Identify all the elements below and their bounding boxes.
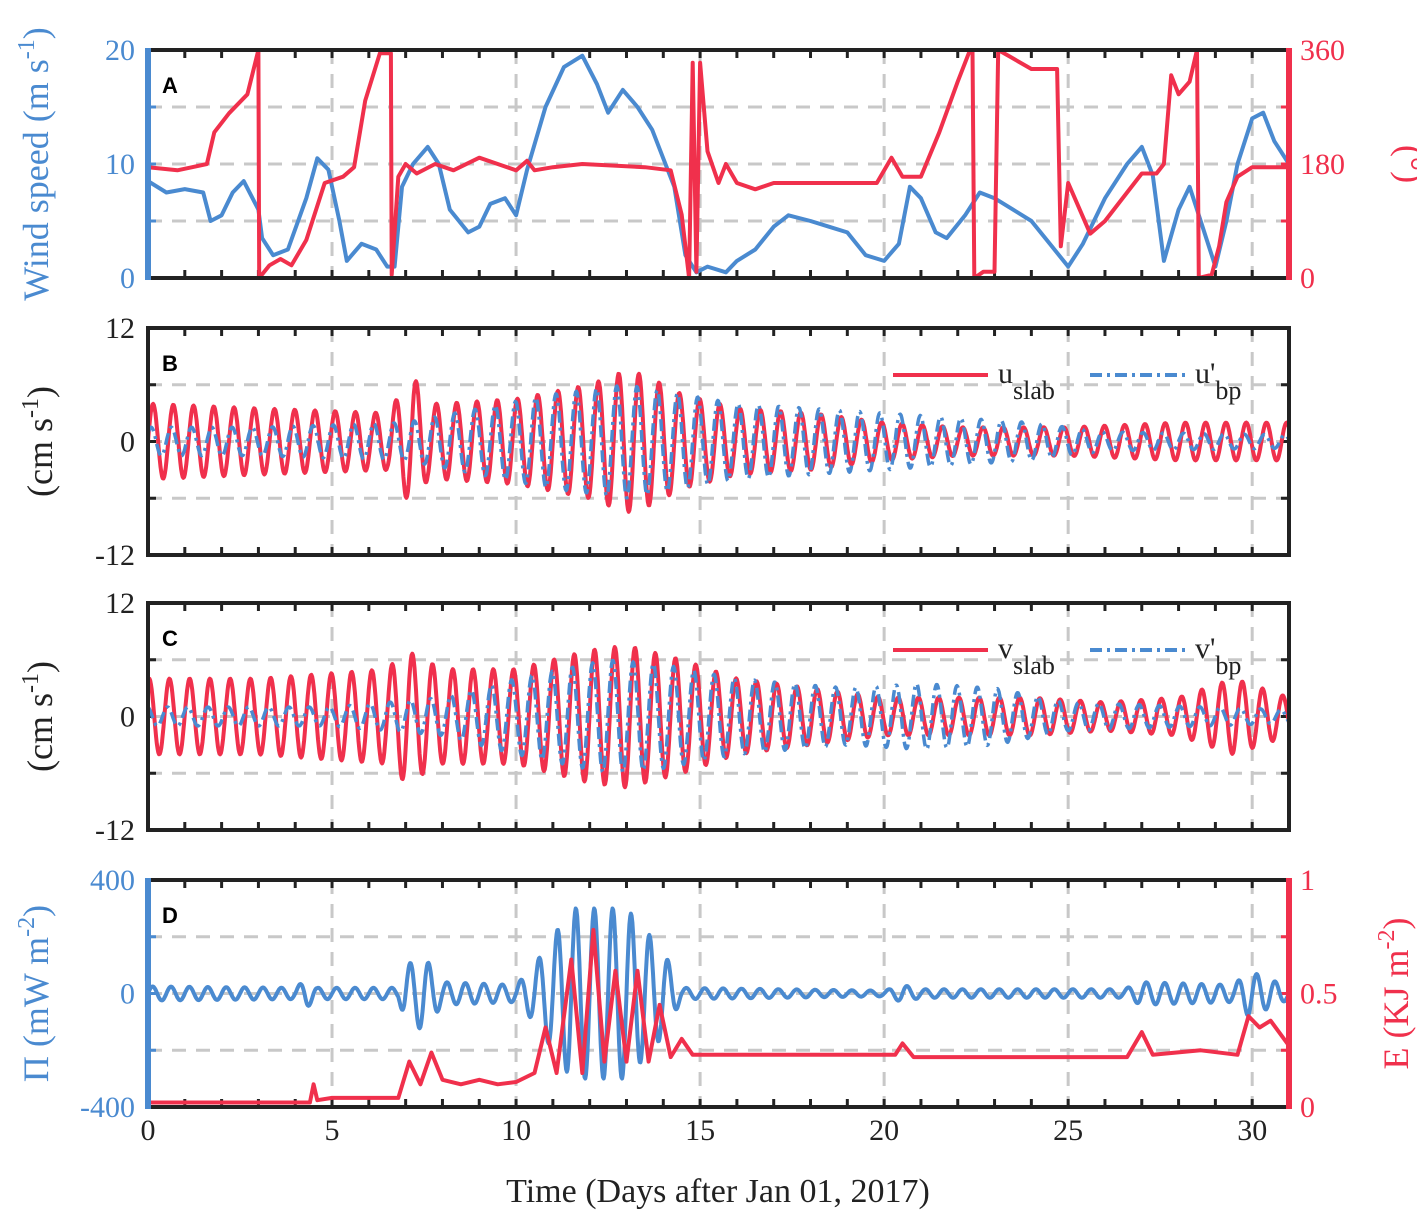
y-axis-label-left-main: Π (mW m: [16, 937, 56, 1082]
legend-sub: bp: [1215, 376, 1241, 405]
y-axis-label-left-close: ): [16, 27, 56, 39]
y-tick-label-right: 0.5: [1300, 978, 1338, 1011]
x-tick-label: 25: [1053, 1114, 1083, 1147]
panel-label: C: [162, 626, 178, 651]
y-axis-label-left-sup: -2: [14, 917, 40, 937]
y-axis-label-right: E (KJ m-2): [1374, 918, 1416, 1070]
y-tick-label: 0: [120, 978, 135, 1011]
series-line-Windspeed: [148, 53, 1289, 275]
y-axis-label-right-sup: -2: [1374, 930, 1400, 950]
y-axis-label-right: (°): [1390, 145, 1417, 183]
panel-B: uslab u'bp: [146, 326, 1291, 557]
y-tick-label: 0: [120, 426, 135, 459]
y-tick-label: 0: [120, 701, 135, 734]
y-tick-label: -400: [80, 1091, 135, 1124]
series-line-: [148, 906, 1289, 1081]
y-tick-label-right: 360: [1300, 34, 1345, 67]
x-axis-label: Time (Days after Jan 01, 2017): [506, 1173, 930, 1210]
panel-label: D: [162, 903, 178, 928]
y-tick-label: -12: [95, 539, 135, 572]
y-axis-label-left-sup: -1: [18, 398, 44, 418]
series-line-E: [148, 927, 1289, 1105]
y-tick-label: 12: [105, 312, 135, 345]
legend-label: uslab: [998, 357, 1055, 405]
panel-D: [145, 878, 1292, 1109]
y-axis-label-left-sup: -1: [14, 39, 40, 59]
legend-base: v': [1195, 632, 1215, 665]
y-tick-label: 12: [105, 587, 135, 620]
y-axis-label-left-close: ): [20, 386, 60, 398]
y-tick-label: -12: [95, 814, 135, 847]
y-tick-label-right: 180: [1300, 148, 1345, 181]
legend-base: v: [998, 632, 1013, 665]
panel-A: [145, 48, 1292, 280]
y-tick-label: 0: [120, 262, 135, 295]
y-axis-label-right-main: E (KJ m: [1376, 950, 1416, 1070]
y-axis-label-left-close: ): [16, 905, 56, 917]
legend-label: v'bp: [1195, 632, 1241, 680]
y-axis-label-left: (cm s-1): [18, 661, 60, 772]
x-tick-label: 20: [869, 1114, 899, 1147]
series-line-u_slab: [148, 371, 1289, 514]
legend-label: u'bp: [1195, 357, 1241, 405]
y-axis-label-left-text: Wind speed (m s-1): [14, 27, 56, 301]
y-axis-label-left-text: Π (mW m-2): [14, 905, 56, 1082]
x-tick-label: 30: [1237, 1114, 1267, 1147]
y-axis-label-left-main: Wind speed (m s: [16, 59, 56, 301]
series-line-u_bp: [148, 384, 1289, 500]
y-tick-label: 20: [105, 34, 135, 67]
legend-base: u': [1195, 357, 1215, 390]
y-tick-label: 400: [90, 864, 135, 897]
series-line-Winddirection: [148, 50, 1289, 278]
y-axis-label-left-text: (cm s-1): [18, 661, 60, 772]
y-axis-label-left: (cm s-1): [18, 386, 60, 497]
series-group: [148, 371, 1289, 514]
x-tick-label: 0: [141, 1114, 156, 1147]
x-tick-label: 15: [685, 1114, 715, 1147]
legend-sub: bp: [1215, 651, 1241, 680]
series-group: [148, 645, 1289, 790]
panel-label: B: [162, 351, 178, 376]
legend-sub: slab: [1013, 376, 1055, 405]
panel-C: vslab v'bp: [146, 601, 1291, 832]
series-group: [148, 906, 1289, 1105]
y-axis-label-left-main: (cm s: [20, 418, 60, 497]
legend-sub: slab: [1013, 651, 1055, 680]
y-tick-label-right: 0: [1300, 1091, 1315, 1124]
y-axis-label-left: Π (mW m-2): [14, 905, 56, 1082]
panel-label: A: [162, 73, 178, 98]
y-tick-label: 10: [105, 148, 135, 181]
series-line-v_slab: [148, 645, 1289, 790]
y-axis-label-right-text: E (KJ m-2): [1374, 918, 1416, 1070]
y-axis-label-left-main: (cm s: [20, 693, 60, 772]
x-tick-label: 5: [325, 1114, 340, 1147]
legend-base: u: [998, 357, 1013, 390]
y-tick-label-right: 1: [1300, 864, 1315, 897]
y-axis-label-left-text: (cm s-1): [18, 386, 60, 497]
y-tick-label-right: 0: [1300, 262, 1315, 295]
x-tick-label: 10: [501, 1114, 531, 1147]
series-group: [148, 50, 1289, 278]
y-axis-label-left: Wind speed (m s-1): [14, 27, 56, 301]
y-axis-label-left-sup: -1: [18, 673, 44, 693]
legend-label: vslab: [998, 632, 1055, 680]
y-axis-label-left-close: ): [20, 661, 60, 673]
y-axis-label-right-close: ): [1376, 918, 1416, 930]
series-line-v_bp: [148, 658, 1289, 774]
